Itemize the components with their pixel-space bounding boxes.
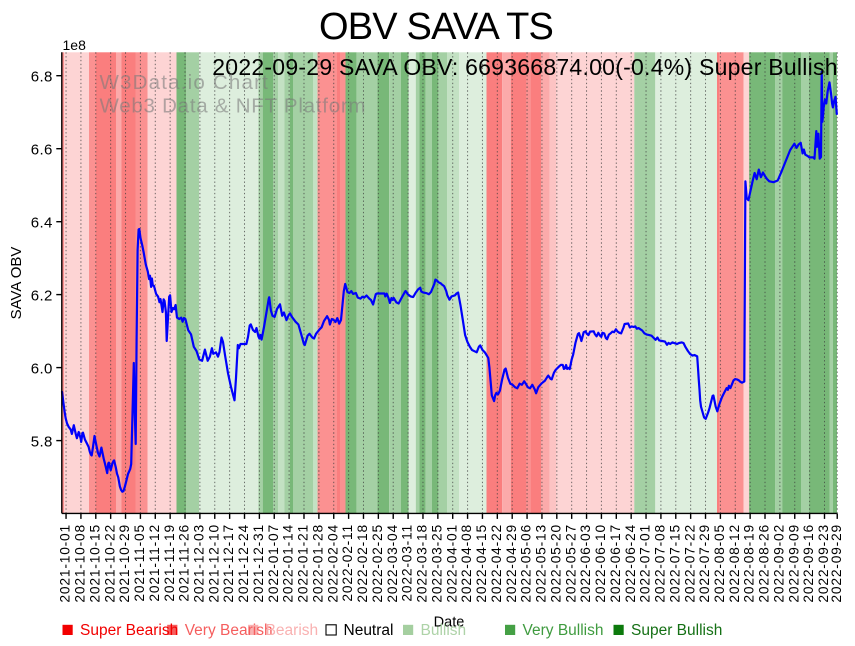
svg-text:2022-01-14: 2022-01-14: [281, 524, 296, 603]
svg-text:2022-07-22: 2022-07-22: [682, 524, 697, 603]
svg-text:2022-02-18: 2022-02-18: [355, 524, 370, 603]
svg-text:Date: Date: [434, 615, 465, 631]
svg-text:2022-07-08: 2022-07-08: [653, 524, 668, 603]
svg-text:2022-04-01: 2022-04-01: [444, 524, 459, 603]
svg-text:Very Bullish: Very Bullish: [523, 622, 604, 639]
svg-text:2021-10-29: 2021-10-29: [117, 524, 132, 603]
svg-text:2022-03-04: 2022-03-04: [385, 524, 400, 603]
svg-text:2022-08-19: 2022-08-19: [742, 524, 757, 603]
svg-text:2022-07-01: 2022-07-01: [638, 524, 653, 603]
svg-text:Neutral: Neutral: [344, 622, 394, 639]
svg-text:6.4: 6.4: [31, 215, 53, 232]
svg-text:Super Bullish: Super Bullish: [631, 622, 722, 639]
svg-text:2021-10-08: 2021-10-08: [73, 524, 88, 603]
svg-text:2021-11-05: 2021-11-05: [132, 524, 147, 602]
svg-text:2022-09-09: 2022-09-09: [786, 524, 801, 603]
svg-text:W3Data.io Chart: W3Data.io Chart: [100, 71, 270, 94]
svg-text:Super Bearish: Super Bearish: [80, 622, 178, 639]
svg-text:2022-03-18: 2022-03-18: [415, 524, 430, 603]
svg-text:2022-08-05: 2022-08-05: [712, 524, 727, 603]
svg-text:2021-10-15: 2021-10-15: [87, 524, 102, 603]
svg-text:2022-09-16: 2022-09-16: [801, 524, 816, 603]
svg-text:2021-10-01: 2021-10-01: [58, 524, 73, 603]
svg-text:2022-09-29 SAVA OBV: 669366874: 2022-09-29 SAVA OBV: 669366874.00(-0.4%)…: [212, 54, 838, 80]
svg-text:2021-11-12: 2021-11-12: [147, 524, 162, 602]
svg-text:SAVA OBV: SAVA OBV: [8, 247, 25, 320]
svg-text:2022-04-08: 2022-04-08: [459, 524, 474, 603]
svg-text:2022-09-02: 2022-09-02: [771, 524, 786, 603]
svg-text:2022-02-11: 2022-02-11: [340, 524, 355, 602]
svg-text:2022-01-28: 2022-01-28: [310, 524, 325, 603]
svg-text:2021-11-19: 2021-11-19: [162, 524, 177, 602]
svg-text:2022-08-26: 2022-08-26: [757, 524, 772, 603]
svg-text:2022-06-24: 2022-06-24: [623, 524, 638, 603]
svg-text:2022-01-07: 2022-01-07: [266, 524, 281, 603]
svg-text:2021-12-10: 2021-12-10: [206, 524, 221, 603]
svg-text:2022-03-25: 2022-03-25: [429, 524, 444, 603]
svg-text:2022-05-06: 2022-05-06: [519, 524, 534, 603]
svg-text:2022-06-17: 2022-06-17: [608, 524, 623, 603]
svg-text:OBV SAVA TS: OBV SAVA TS: [319, 6, 553, 48]
svg-text:2022-04-15: 2022-04-15: [474, 524, 489, 603]
svg-text:6.0: 6.0: [31, 361, 53, 378]
svg-text:2022-06-10: 2022-06-10: [593, 524, 608, 603]
svg-text:2022-02-25: 2022-02-25: [370, 524, 385, 603]
svg-text:2021-10-22: 2021-10-22: [102, 524, 117, 603]
svg-text:5.8: 5.8: [31, 434, 53, 451]
svg-text:6.8: 6.8: [31, 69, 53, 86]
svg-text:2021-12-31: 2021-12-31: [251, 524, 266, 603]
svg-text:Very Bearish: Very Bearish: [185, 622, 273, 639]
svg-text:2022-05-13: 2022-05-13: [534, 524, 549, 603]
svg-text:6.6: 6.6: [31, 142, 53, 159]
svg-text:2021-11-26: 2021-11-26: [177, 524, 192, 602]
svg-text:2022-07-29: 2022-07-29: [697, 524, 712, 603]
svg-text:2021-12-17: 2021-12-17: [221, 524, 236, 603]
svg-text:2022-05-20: 2022-05-20: [548, 524, 563, 603]
svg-text:2022-05-27: 2022-05-27: [563, 524, 578, 603]
svg-text:2022-07-15: 2022-07-15: [667, 524, 682, 603]
svg-text:2022-04-22: 2022-04-22: [489, 524, 504, 603]
svg-text:2022-08-12: 2022-08-12: [727, 524, 742, 603]
svg-text:Bullish: Bullish: [421, 622, 467, 639]
svg-text:6.2: 6.2: [31, 288, 53, 305]
svg-text:2022-02-04: 2022-02-04: [325, 524, 340, 603]
svg-text:2021-12-03: 2021-12-03: [191, 524, 206, 603]
svg-text:1e8: 1e8: [63, 37, 87, 53]
svg-text:2022-04-29: 2022-04-29: [504, 524, 519, 603]
svg-text:Bearish: Bearish: [266, 622, 319, 639]
svg-text:2022-06-03: 2022-06-03: [578, 524, 593, 603]
svg-text:2022-01-21: 2022-01-21: [296, 524, 311, 603]
svg-text:2022-03-11: 2022-03-11: [400, 524, 415, 602]
svg-text:2021-12-24: 2021-12-24: [236, 524, 251, 603]
svg-text:Web3 Data & NFT Platform: Web3 Data & NFT Platform: [100, 95, 367, 118]
svg-text:2022-09-23: 2022-09-23: [816, 524, 831, 603]
svg-text:2022-09-29: 2022-09-29: [829, 524, 844, 603]
